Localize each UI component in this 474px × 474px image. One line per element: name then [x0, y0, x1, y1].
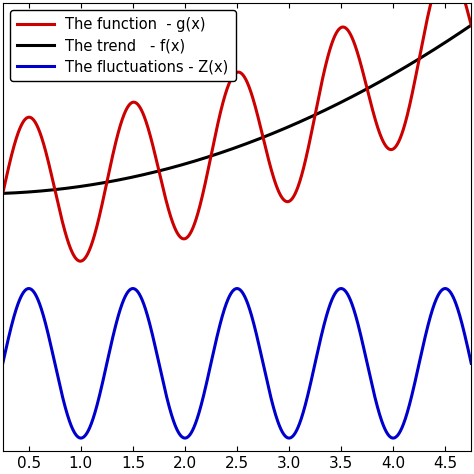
The function  - g(x) [54, 193, 59, 199]
The fluctuations - Z(x) [82, 434, 87, 439]
The function  - g(x) [82, 256, 87, 262]
The function  - g(x) [468, 22, 474, 28]
The fluctuations - Z(x) [200, 395, 206, 401]
The function  - g(x) [409, 93, 415, 99]
The function  - g(x) [200, 191, 206, 197]
Legend: The function  - g(x), The trend   - f(x), The fluctuations - Z(x): The function - g(x), The trend - f(x), T… [10, 10, 236, 82]
The function  - g(x) [0, 191, 6, 196]
The trend   - f(x) [200, 156, 206, 162]
The fluctuations - Z(x) [409, 392, 415, 398]
The fluctuations - Z(x) [180, 435, 185, 440]
Line: The trend   - f(x): The trend - f(x) [3, 25, 471, 193]
The fluctuations - Z(x) [468, 360, 474, 366]
Line: The function  - g(x): The function - g(x) [3, 0, 471, 261]
The trend   - f(x) [459, 28, 465, 34]
The fluctuations - Z(x) [459, 322, 465, 328]
The trend   - f(x) [54, 187, 59, 192]
The fluctuations - Z(x) [78, 435, 84, 441]
The trend   - f(x) [409, 61, 414, 66]
The trend   - f(x) [180, 162, 185, 167]
Line: The fluctuations - Z(x): The fluctuations - Z(x) [3, 289, 471, 438]
The fluctuations - Z(x) [130, 286, 136, 292]
The trend   - f(x) [81, 183, 87, 189]
The fluctuations - Z(x) [54, 367, 59, 373]
The trend   - f(x) [468, 22, 474, 28]
The fluctuations - Z(x) [0, 360, 6, 366]
The function  - g(x) [180, 236, 185, 241]
The trend   - f(x) [0, 191, 6, 196]
The function  - g(x) [77, 258, 83, 264]
